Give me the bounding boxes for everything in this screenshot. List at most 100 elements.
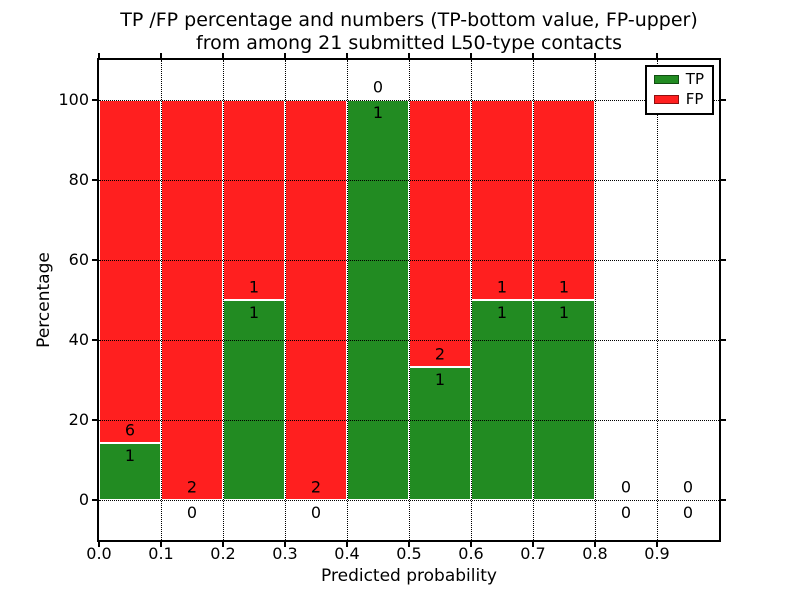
bar-segment-tp bbox=[409, 366, 471, 500]
x-tick bbox=[160, 542, 162, 547]
x-tick-top bbox=[532, 53, 534, 58]
x-tick bbox=[470, 542, 472, 547]
x-tick bbox=[532, 542, 534, 547]
fp-count-label: 0 bbox=[372, 77, 384, 97]
tp-count-label: 1 bbox=[558, 303, 570, 322]
grid-line-v bbox=[346, 60, 348, 540]
x-tick-label: 0.1 bbox=[148, 544, 174, 563]
legend-swatch-fp bbox=[653, 95, 679, 104]
y-tick bbox=[92, 339, 97, 341]
x-tick-label: 0.7 bbox=[520, 544, 546, 563]
y-tick bbox=[92, 99, 97, 101]
grid-line-v bbox=[222, 60, 224, 540]
x-tick bbox=[98, 542, 100, 547]
y-tick-right bbox=[721, 339, 726, 341]
grid-line-v bbox=[408, 60, 410, 540]
x-tick bbox=[222, 542, 224, 547]
x-tick-top bbox=[222, 53, 224, 58]
tp-count-label: 0 bbox=[620, 503, 632, 522]
x-tick-top bbox=[470, 53, 472, 58]
grid-line-v bbox=[284, 60, 286, 540]
grid-line-v bbox=[470, 60, 472, 540]
legend-entry-tp: TP bbox=[653, 70, 704, 88]
fp-count-label: 2 bbox=[186, 477, 198, 497]
x-tick-top bbox=[594, 53, 596, 58]
legend-swatch-tp bbox=[653, 75, 679, 84]
grid-line-v bbox=[594, 60, 596, 540]
x-axis-label: Predicted probability bbox=[321, 566, 497, 586]
bar-segment-fp bbox=[99, 100, 161, 443]
y-tick-right bbox=[721, 259, 726, 261]
x-tick-top bbox=[160, 53, 162, 58]
y-tick-label: 100 bbox=[58, 90, 89, 109]
bar-segment-fp bbox=[161, 100, 223, 500]
tp-count-label: 0 bbox=[310, 503, 322, 522]
y-axis-label: Percentage bbox=[34, 252, 54, 348]
tp-count-label: 1 bbox=[372, 103, 384, 122]
fp-count-label: 1 bbox=[558, 277, 570, 297]
x-tick bbox=[408, 542, 410, 547]
y-tick bbox=[92, 499, 97, 501]
x-tick-top bbox=[656, 53, 658, 58]
bar-segment-tp bbox=[471, 300, 533, 500]
y-tick-label: 60 bbox=[68, 250, 89, 269]
grid-line-v bbox=[532, 60, 534, 540]
y-tick-label: 20 bbox=[68, 410, 89, 429]
tp-count-label: 1 bbox=[124, 445, 136, 465]
chart-title-line2: from among 21 submitted L50-type contact… bbox=[196, 32, 622, 55]
legend-label-fp: FP bbox=[685, 90, 704, 108]
bar-segment-fp bbox=[285, 100, 347, 500]
y-tick-label: 0 bbox=[78, 490, 89, 509]
fp-count-label: 0 bbox=[620, 477, 632, 497]
fp-count-label: 6 bbox=[124, 420, 136, 440]
plot-area: 0 20 40 60 80 100 0.0 0.1 0.2 0.3 0.4 0.5 0.6 0.7 0.8 0… bbox=[58, 53, 726, 562]
x-tick-label: 0.0 bbox=[86, 544, 112, 563]
fp-count-label: 1 bbox=[248, 277, 260, 297]
x-tick bbox=[284, 542, 286, 547]
tp-count-label: 1 bbox=[434, 369, 446, 389]
fp-count-label: 0 bbox=[682, 477, 694, 497]
x-tick bbox=[346, 542, 348, 547]
x-tick bbox=[594, 542, 596, 547]
x-tick-top bbox=[346, 53, 348, 58]
y-tick-right bbox=[721, 179, 726, 181]
legend-label-tp: TP bbox=[685, 70, 704, 88]
chart-title-line1: TP /FP percentage and numbers (TP-bottom… bbox=[120, 9, 698, 31]
y-tick-right bbox=[721, 419, 726, 421]
x-tick-label: 0.5 bbox=[396, 544, 422, 563]
x-tick bbox=[656, 542, 658, 547]
y-tick-label: 80 bbox=[68, 170, 89, 189]
legend-entry-fp: FP bbox=[653, 90, 704, 108]
bar-segment-tp bbox=[533, 300, 595, 500]
bar-segment-tp bbox=[223, 300, 285, 500]
fp-count-label: 2 bbox=[310, 477, 322, 497]
y-tick bbox=[92, 179, 97, 181]
bar-segment-fp bbox=[471, 100, 533, 300]
tp-count-label: 1 bbox=[496, 303, 508, 322]
x-tick-label: 0.9 bbox=[644, 544, 670, 563]
y-tick-right bbox=[721, 499, 726, 501]
x-tick-label: 0.4 bbox=[334, 544, 360, 563]
y-tick bbox=[92, 259, 97, 261]
grid-line-v bbox=[656, 60, 658, 540]
chart-title: TP /FP percentage and numbers (TP-bottom… bbox=[120, 9, 698, 55]
x-tick-label: 0.6 bbox=[458, 544, 484, 563]
x-tick-label: 0.3 bbox=[272, 544, 298, 563]
fp-count-label: 1 bbox=[496, 277, 508, 297]
legend: TP FP bbox=[644, 65, 714, 115]
tp-count-label: 0 bbox=[186, 503, 198, 522]
fp-count-label: 2 bbox=[434, 344, 446, 364]
x-tick-top bbox=[284, 53, 286, 58]
tp-count-label: 0 bbox=[682, 503, 694, 522]
bar-segment-tp bbox=[99, 442, 161, 500]
x-tick-top bbox=[408, 53, 410, 58]
y-tick bbox=[92, 419, 97, 421]
bar-segment-fp bbox=[533, 100, 595, 300]
x-tick-label: 0.2 bbox=[210, 544, 236, 563]
x-tick-top bbox=[98, 53, 100, 58]
bar-segment-fp bbox=[409, 100, 471, 367]
bar-segment-fp bbox=[223, 100, 285, 300]
bar-segment-tp bbox=[347, 100, 409, 500]
x-tick-label: 0.8 bbox=[582, 544, 608, 563]
